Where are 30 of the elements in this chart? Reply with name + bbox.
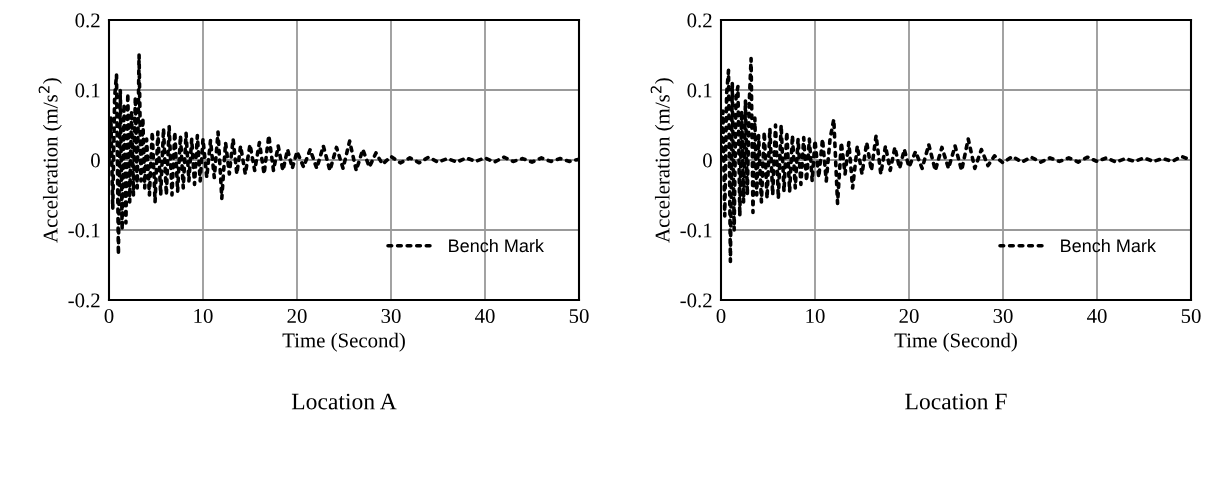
y-tick-label: -0.2 [680, 293, 712, 308]
text: Location F [905, 393, 1007, 410]
y-tick-label: 0.2 [687, 13, 712, 28]
x-tick-label: 40 [474, 308, 495, 323]
x-tick-label: 20 [287, 308, 307, 323]
y-tick-label: 0.1 [687, 83, 712, 98]
y-tick-label: 0.2 [75, 13, 100, 28]
x-tick-label: 0 [716, 308, 726, 323]
x-tick-label: 0 [104, 308, 114, 323]
legend-label: Bench Mark [449, 238, 544, 253]
x-tick-label: 20 [899, 308, 919, 323]
y-axis-title: Acceleration (m/s$^{2}$) [38, 78, 62, 243]
x-tick-label: 30 [993, 308, 1013, 323]
text: Location A [291, 393, 397, 410]
y-tick-label: 0.1 [75, 83, 100, 98]
x-tick-label: 50 [1181, 308, 1201, 323]
legend-label: Bench Mark [1061, 238, 1156, 253]
x-axis-title: Time (Second) [894, 332, 1017, 352]
y-tick-label: 0 [91, 153, 100, 168]
x-tick-label: 10 [194, 308, 213, 323]
y-tick-label: -0.1 [68, 223, 100, 238]
y-tick-label: -0.1 [680, 223, 712, 238]
x-tick-label: 50 [569, 308, 589, 323]
y-axis-title: Acceleration (m/s$^{2}$) [650, 78, 674, 243]
x-tick-label: 40 [1086, 308, 1107, 323]
x-tick-label: 30 [381, 308, 401, 323]
y-tick-label: 0 [703, 153, 712, 168]
x-tick-label: 10 [806, 308, 825, 323]
y-tick-label: -0.2 [68, 293, 100, 308]
x-axis-title: Time (Second) [282, 332, 405, 352]
